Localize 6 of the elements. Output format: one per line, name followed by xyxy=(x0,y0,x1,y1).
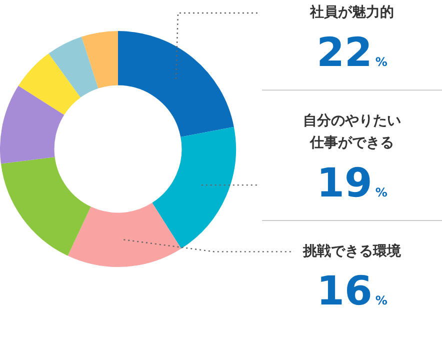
slice-label: 社員が魅力的 xyxy=(309,4,394,21)
slice-label: 自分のやりたい仕事ができる xyxy=(303,112,401,151)
data-label: 22% xyxy=(316,30,388,76)
data-label: 19% xyxy=(316,160,388,206)
data-label: 16% xyxy=(316,268,388,315)
slice-label: 挑戦できる環境 xyxy=(302,242,402,260)
